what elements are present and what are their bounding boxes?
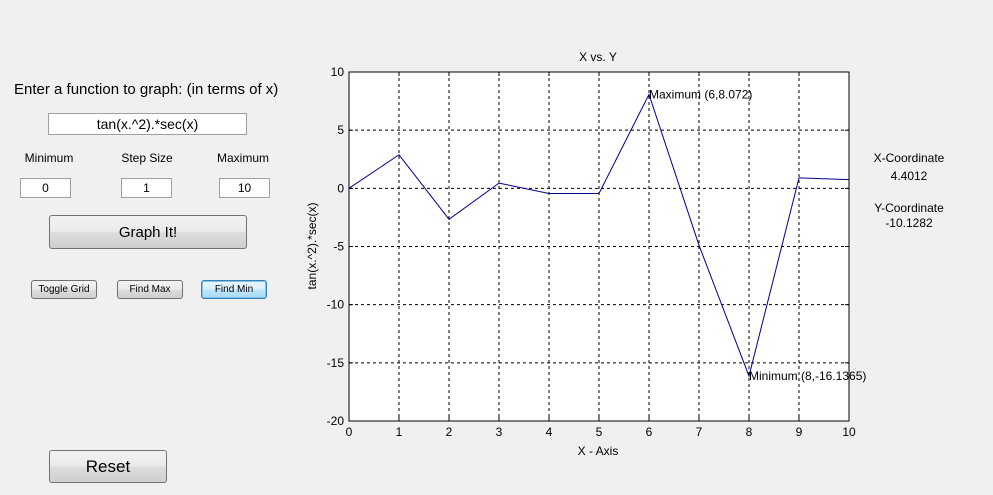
- y-tick-label: 5: [337, 123, 344, 137]
- x-tick-label: 1: [396, 425, 403, 439]
- minimum-annotation: Minimum (8,-16.1365): [749, 369, 866, 383]
- x-tick-label: 4: [546, 425, 553, 439]
- minimum-label: Minimum: [24, 151, 74, 165]
- axis-ticks: 0 1 2 3 4 5 6 7 8 9 10 10 5 0 -5 -10 -15 -20: [327, 65, 856, 439]
- series-line: [348, 93, 850, 378]
- y-tick-label: -15: [327, 356, 345, 370]
- minimum-input[interactable]: [20, 178, 71, 198]
- step-size-label: Step Size: [121, 151, 173, 165]
- plot-frame: [348, 71, 850, 422]
- y-tick-label: -5: [333, 240, 344, 254]
- toggle-grid-button[interactable]: Toggle Grid: [31, 280, 97, 299]
- maximum-label: Maximum: [216, 151, 269, 165]
- x-coordinate-value: 4.4012: [890, 169, 928, 183]
- reset-button[interactable]: Reset: [49, 450, 167, 483]
- x-tick-label: 8: [746, 425, 753, 439]
- y-tick-label: -20: [327, 414, 345, 428]
- chart-title: X vs. Y: [579, 50, 617, 64]
- step-size-input[interactable]: [121, 178, 172, 198]
- x-tick-label: 9: [796, 425, 803, 439]
- x-coordinate-label: X-Coordinate: [873, 151, 945, 165]
- x-tick-label: 6: [646, 425, 653, 439]
- x-axis-label: X - Axis: [578, 444, 619, 458]
- y-tick-label: 0: [337, 181, 344, 195]
- graph-it-button[interactable]: Graph It!: [49, 215, 247, 249]
- y-coordinate-value: -10.1282: [885, 216, 933, 230]
- maximum-input[interactable]: [219, 178, 270, 198]
- y-tick-label: -10: [327, 298, 345, 312]
- x-tick-label: 0: [346, 425, 353, 439]
- y-coordinate-label: Y-Coordinate: [874, 201, 944, 215]
- find-min-button[interactable]: Find Min: [201, 280, 267, 299]
- x-tick-label: 10: [842, 425, 856, 439]
- x-tick-label: 7: [696, 425, 703, 439]
- maximum-annotation: Maximum (6,8.072): [649, 87, 752, 101]
- y-axis-label: tan(x.^2).*sec(x): [305, 203, 319, 290]
- y-tick-label: 10: [331, 65, 345, 79]
- x-tick-label: 3: [496, 425, 503, 439]
- function-input[interactable]: [48, 113, 247, 135]
- find-max-button[interactable]: Find Max: [117, 280, 183, 299]
- function-prompt-label: Enter a function to graph: (in terms of …: [14, 81, 279, 98]
- annotations: Maximum (6,8.072) Minimum (8,-16.1365): [649, 87, 866, 383]
- x-tick-label: 2: [446, 425, 453, 439]
- x-tick-label: 5: [596, 425, 603, 439]
